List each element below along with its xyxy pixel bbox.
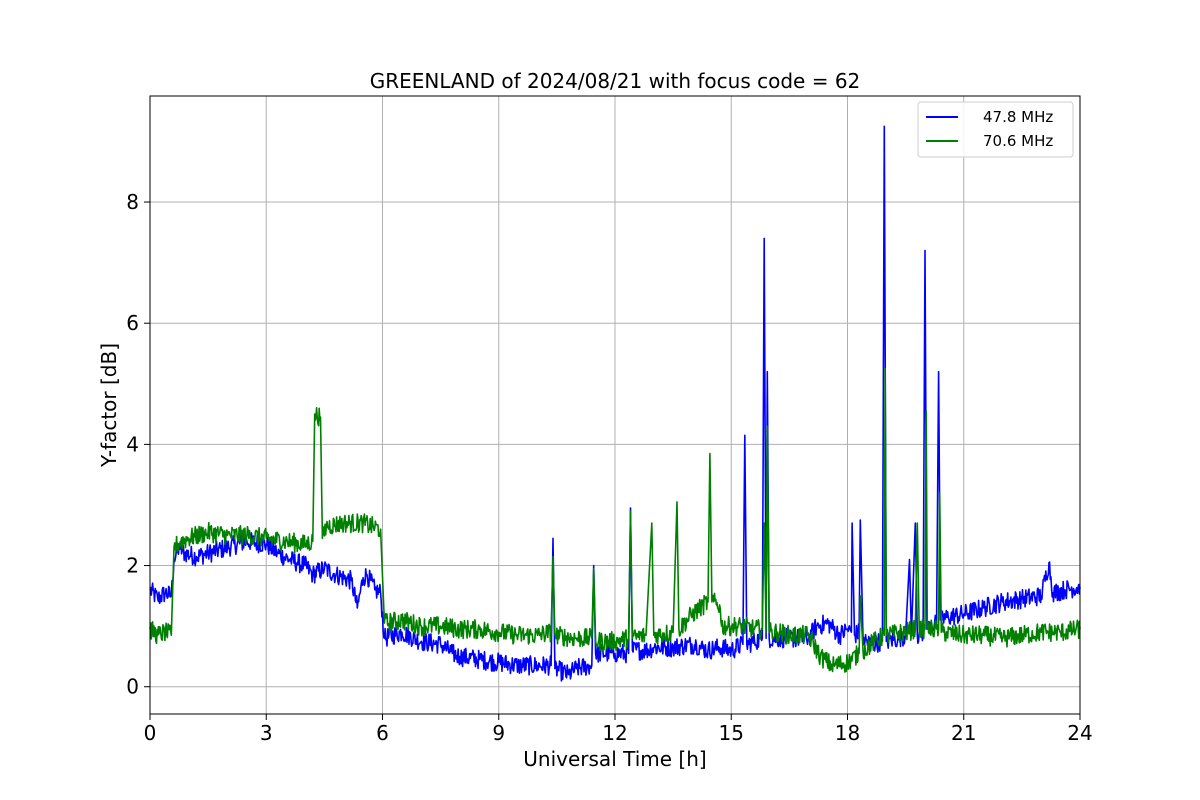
legend: 47.8 MHz 70.6 MHz bbox=[917, 101, 1074, 158]
y-axis-label: Y-factor [dB] bbox=[97, 343, 121, 468]
legend-label-47-8: 47.8 MHz bbox=[983, 108, 1053, 126]
chart-title: GREENLAND of 2024/08/21 with focus code … bbox=[370, 69, 861, 93]
x-axis-label: Universal Time [h] bbox=[523, 747, 706, 771]
x-tick-label: 12 bbox=[602, 721, 627, 745]
x-tick-label: 9 bbox=[492, 721, 505, 745]
x-tick-label: 24 bbox=[1067, 721, 1092, 745]
x-tick-label: 15 bbox=[719, 721, 744, 745]
x-tick-label: 3 bbox=[260, 721, 273, 745]
legend-label-70-6: 70.6 MHz bbox=[983, 132, 1053, 150]
y-tick-label: 6 bbox=[126, 311, 139, 335]
series-line-70-6-mhz bbox=[149, 367, 1081, 673]
y-tick-label: 4 bbox=[126, 432, 139, 456]
series-group bbox=[149, 125, 1081, 682]
x-tick-label: 6 bbox=[376, 721, 389, 745]
legend-box bbox=[917, 101, 1074, 158]
x-tick-label: 21 bbox=[951, 721, 976, 745]
y-tick-label: 2 bbox=[126, 554, 139, 578]
y-tick-label: 8 bbox=[126, 190, 139, 214]
y-tick-label: 0 bbox=[126, 675, 139, 699]
x-tick-label: 0 bbox=[144, 721, 157, 745]
x-tick-label: 18 bbox=[835, 721, 860, 745]
